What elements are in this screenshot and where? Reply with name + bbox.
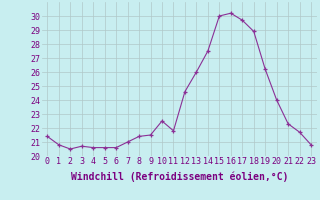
- X-axis label: Windchill (Refroidissement éolien,°C): Windchill (Refroidissement éolien,°C): [70, 172, 288, 182]
